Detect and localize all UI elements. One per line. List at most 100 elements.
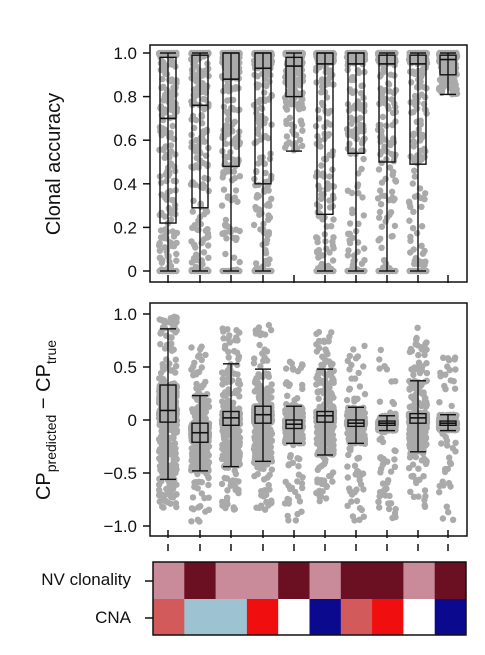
top-point: [173, 49, 180, 57]
top-point: [236, 173, 244, 180]
top-point: [255, 160, 262, 167]
top-point: [357, 90, 365, 97]
top-point: [223, 153, 230, 161]
top-point: [318, 260, 326, 268]
top-point: [330, 216, 337, 223]
mid-point: [229, 477, 236, 484]
top-ytick-label: 0.8: [113, 88, 137, 107]
top-point: [156, 247, 163, 254]
top-point: [441, 82, 448, 89]
top-point: [222, 216, 230, 224]
mid-point: [220, 403, 227, 410]
mid-point: [157, 369, 165, 377]
top-point: [326, 173, 333, 180]
top-point: [159, 146, 166, 153]
mid-point: [195, 478, 202, 485]
mid-point: [161, 461, 168, 468]
top-point: [378, 159, 385, 166]
top-point: [197, 203, 205, 211]
mid-point: [171, 440, 178, 447]
mid-point: [230, 506, 238, 513]
mid-point: [265, 321, 273, 329]
top-point: [253, 194, 260, 201]
top-point: [296, 136, 304, 144]
mid-point: [252, 327, 259, 334]
mid-point: [296, 498, 304, 505]
mid-point: [322, 495, 330, 502]
top-point: [220, 103, 228, 110]
top-point: [262, 132, 269, 140]
top-point: [411, 167, 418, 174]
mid-point: [282, 478, 289, 485]
top-point: [268, 267, 275, 275]
top-point: [349, 74, 356, 81]
top-point: [358, 165, 365, 173]
mid-point: [161, 402, 168, 410]
mid-point: [286, 358, 294, 365]
top-point: [374, 195, 382, 202]
mid-point: [298, 433, 305, 440]
mid-point: [189, 406, 196, 413]
mid-point: [313, 348, 321, 355]
top-point: [349, 206, 356, 213]
mid-point: [218, 369, 226, 376]
mid-point: [221, 345, 229, 352]
top-point: [323, 56, 330, 64]
top-point: [351, 105, 359, 112]
top-point: [299, 49, 306, 57]
top-point: [317, 195, 325, 202]
top-points-layer: [155, 49, 461, 275]
top-point: [293, 101, 300, 108]
mid-point: [265, 389, 272, 397]
mid-point: [166, 388, 173, 396]
top-point: [263, 239, 270, 247]
mid-point: [225, 335, 232, 343]
top-ytick-label: 0.4: [113, 175, 137, 194]
top-point: [173, 239, 180, 247]
top-point: [199, 159, 207, 167]
mid-point: [234, 371, 241, 378]
mid-point: [168, 462, 175, 469]
mid-point: [253, 504, 260, 511]
mid-point: [156, 445, 164, 453]
mid-point: [218, 480, 226, 488]
top-point: [201, 106, 208, 113]
top-point: [252, 260, 260, 267]
top-point: [408, 109, 415, 116]
top-point: [390, 197, 397, 204]
top-point: [359, 194, 366, 201]
mid-point: [231, 347, 238, 355]
top-point: [189, 224, 196, 232]
mid-point: [234, 433, 241, 440]
mid-point: [283, 365, 290, 372]
mid-point: [296, 404, 303, 411]
top-point: [236, 227, 243, 235]
mid-point: [296, 455, 303, 463]
top-ytick-label: 0.2: [113, 218, 137, 237]
mid-point: [292, 517, 300, 524]
mid-point: [172, 369, 179, 376]
top-point: [205, 254, 212, 261]
top-point: [405, 198, 413, 205]
top-point: [222, 250, 229, 258]
top-point: [328, 223, 335, 230]
top-point: [391, 222, 399, 230]
mid-point: [160, 492, 167, 499]
top-point: [161, 106, 169, 113]
top-point: [230, 254, 238, 261]
mid-point: [295, 471, 303, 478]
top-point: [170, 233, 178, 240]
top-point: [261, 188, 268, 195]
mid-point: [160, 377, 168, 384]
top-point: [325, 131, 333, 138]
top-point: [348, 120, 355, 127]
top-point: [325, 80, 333, 87]
mid-point: [205, 506, 213, 513]
mid-point: [263, 498, 270, 506]
top-point: [283, 133, 291, 140]
top-point: [230, 156, 237, 163]
top-point: [326, 151, 333, 159]
mid-point: [199, 393, 207, 400]
top-point: [219, 174, 226, 181]
mid-point: [160, 504, 167, 511]
